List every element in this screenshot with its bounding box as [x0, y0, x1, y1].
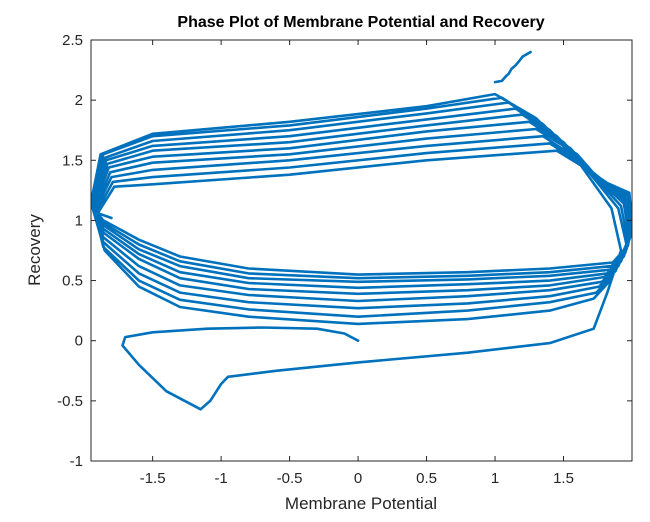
chart-title: Phase Plot of Membrane Potential and Rec…: [177, 14, 544, 31]
x-tick-label: -1.5: [140, 470, 166, 487]
y-tick-label: -0.5: [57, 393, 83, 410]
y-tick-label: 2.5: [62, 32, 83, 49]
series-line-0: [91, 92, 632, 411]
data-series-group: [91, 50, 632, 411]
x-tick-label: -0.5: [277, 470, 303, 487]
plot-area: [91, 40, 632, 461]
y-tick-label: 1: [75, 212, 83, 229]
y-tick-label: 2: [75, 92, 83, 109]
y-axis-label: Recovery: [25, 214, 44, 286]
y-tick-label: 0: [75, 333, 83, 350]
series-line-1: [493, 50, 532, 84]
x-tick-label: -1: [214, 470, 227, 487]
x-axis-label: Membrane Potential: [285, 494, 437, 513]
plot-frame: [90, 39, 633, 462]
x-tick-label: 1: [491, 470, 499, 487]
x-tick-label: 0.5: [416, 470, 437, 487]
y-axis-ticks: -1 -0.5 0 0.5 1 1.5 2 2.5: [57, 32, 632, 470]
x-axis-ticks: -1.5 -1 -0.5 0 0.5 1 1.5: [140, 40, 574, 487]
y-tick-label: 1.5: [62, 152, 83, 169]
y-tick-label: 0.5: [62, 273, 83, 290]
x-tick-label: 0: [354, 470, 362, 487]
x-tick-label: 1.5: [553, 470, 574, 487]
y-tick-label: -1: [70, 453, 83, 470]
